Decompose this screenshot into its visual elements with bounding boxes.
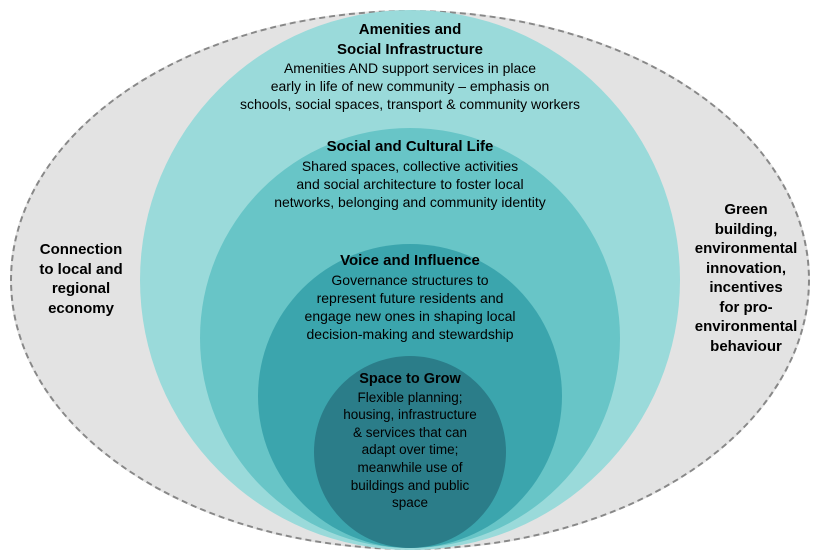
nested-circle-diagram: Amenities andSocial Infrastructure Ameni… <box>0 0 820 554</box>
title-space: Space to Grow <box>315 370 505 389</box>
text-amenities: Amenities andSocial Infrastructure Ameni… <box>190 20 630 114</box>
body-voice: Governance structures torepresent future… <box>260 271 560 344</box>
side-label-left: Connectionto local andregionaleconomy <box>26 240 136 318</box>
side-label-right: Greenbuilding,environmentalinnovation,in… <box>676 200 816 356</box>
text-space: Space to Grow Flexible planning;housing,… <box>315 370 505 512</box>
title-voice: Voice and Influence <box>260 251 560 271</box>
text-social: Social and Cultural Life Shared spaces, … <box>220 137 600 211</box>
body-social: Shared spaces, collective activitiesand … <box>220 157 600 212</box>
body-space: Flexible planning;housing, infrastructur… <box>315 389 505 512</box>
title-amenities: Amenities andSocial Infrastructure <box>190 20 630 59</box>
body-amenities: Amenities AND support services in placee… <box>190 59 630 114</box>
title-social: Social and Cultural Life <box>220 137 600 157</box>
text-voice: Voice and Influence Governance structure… <box>260 251 560 343</box>
